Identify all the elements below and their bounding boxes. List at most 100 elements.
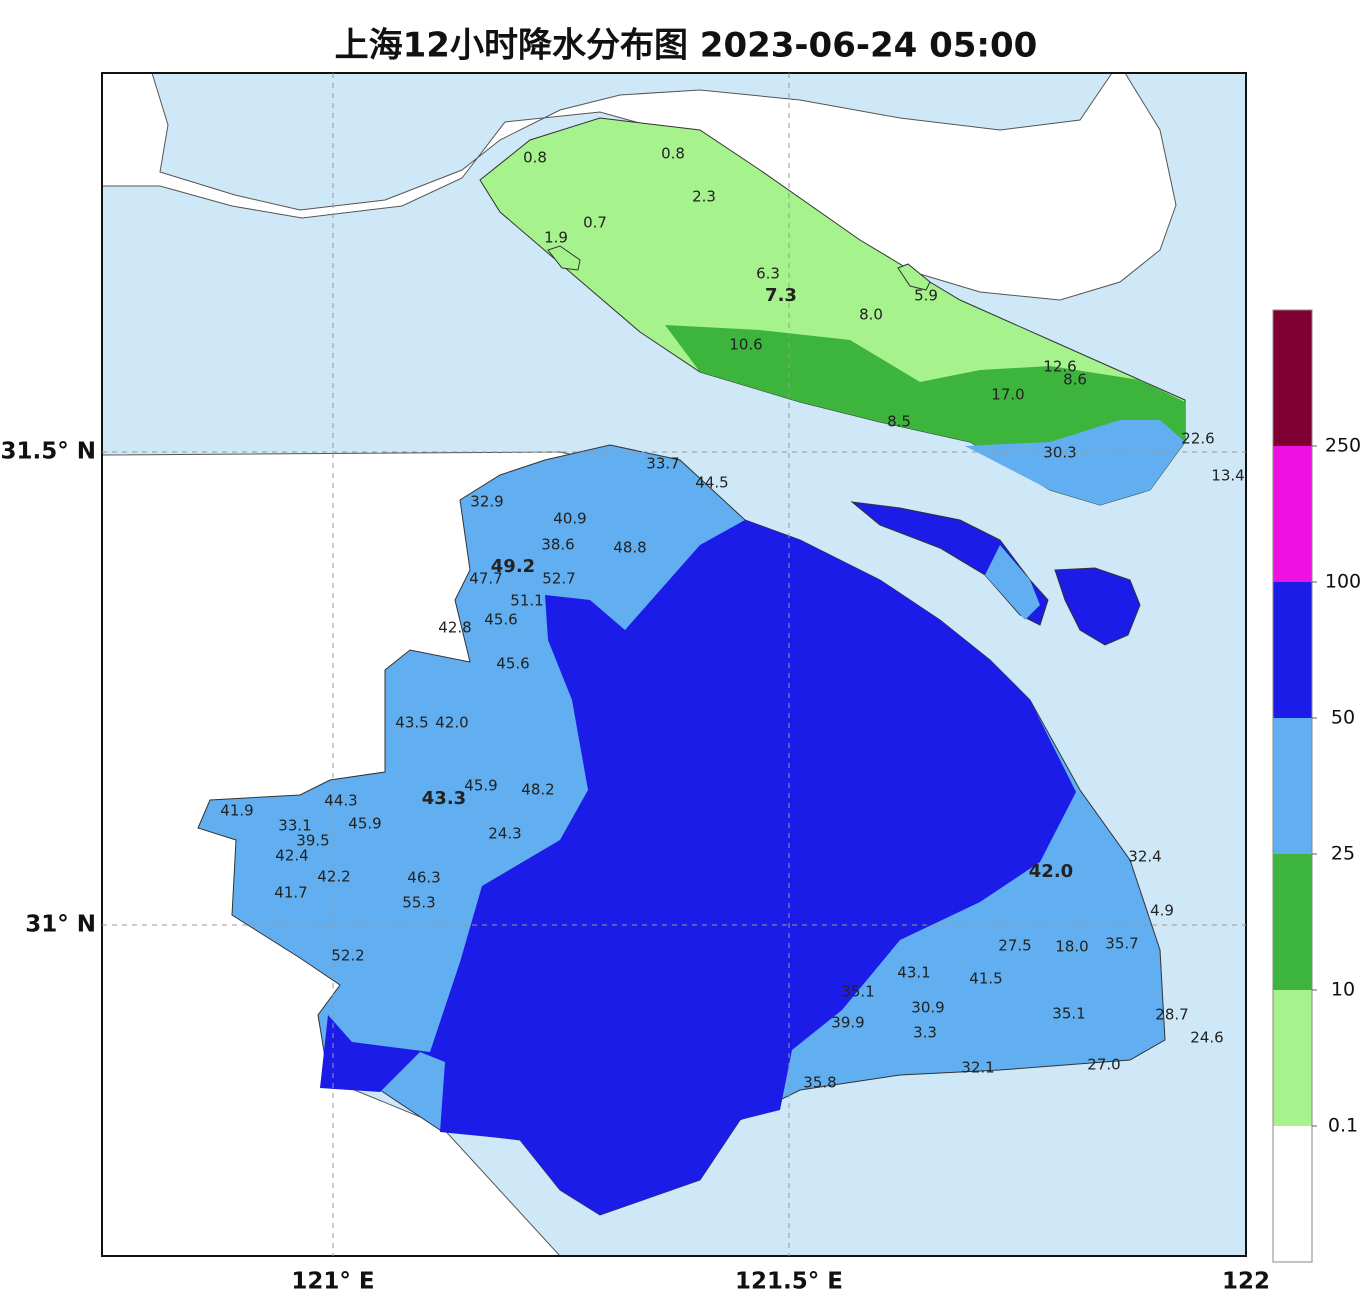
station-value: 39.9 bbox=[831, 1014, 864, 1032]
station-value: 55.3 bbox=[402, 894, 435, 912]
station-value: 52.2 bbox=[331, 947, 364, 965]
islet bbox=[897, 263, 931, 291]
map-area bbox=[102, 73, 1246, 1256]
station-value: 5.9 bbox=[914, 287, 938, 305]
station-value: 45.9 bbox=[464, 777, 497, 795]
station-value: 43.1 bbox=[897, 964, 930, 982]
colorbar-segment bbox=[1273, 446, 1312, 582]
station-value: 22.6 bbox=[1181, 430, 1214, 448]
station-value: 42.0 bbox=[435, 714, 468, 732]
station-value: 44.3 bbox=[324, 792, 357, 810]
station-value: 12.6 bbox=[1043, 358, 1076, 376]
colorbar-label: 25 bbox=[1331, 843, 1355, 865]
station-value: 18.0 bbox=[1055, 938, 1088, 956]
station-value: 8.5 bbox=[887, 413, 911, 431]
colorbar-label: 0.1 bbox=[1328, 1115, 1358, 1137]
station-value: 41.5 bbox=[969, 970, 1002, 988]
chongming-25-50 bbox=[965, 420, 1185, 505]
colorbar-segment bbox=[1273, 990, 1312, 1126]
colorbar-segment bbox=[1273, 582, 1312, 718]
station-value: 42.8 bbox=[438, 619, 471, 637]
station-value: 17.0 bbox=[991, 386, 1024, 404]
station-value: 30.3 bbox=[1043, 444, 1076, 462]
station-value: 35.7 bbox=[1105, 935, 1138, 953]
station-value: 44.5 bbox=[695, 474, 728, 492]
station-value: 30.9 bbox=[911, 999, 944, 1017]
station-value: 3.3 bbox=[913, 1024, 937, 1042]
station-value: 24.6 bbox=[1190, 1029, 1223, 1047]
station-value: 10.6 bbox=[729, 336, 762, 354]
station-value: 27.5 bbox=[998, 937, 1031, 955]
colorbar-segment bbox=[1273, 310, 1312, 446]
station-value: 6.3 bbox=[756, 265, 780, 283]
x-axis-label: 122 bbox=[1222, 1269, 1270, 1295]
station-value: 27.0 bbox=[1087, 1056, 1120, 1074]
station-value: 0.8 bbox=[661, 145, 685, 163]
station-value: 35.1 bbox=[841, 983, 874, 1001]
island-changxing-east bbox=[985, 545, 1040, 620]
station-value: 28.7 bbox=[1155, 1006, 1188, 1024]
map-frame bbox=[101, 72, 1247, 1257]
islet bbox=[547, 245, 581, 271]
station-value: 41.7 bbox=[274, 884, 307, 902]
station-value: 2.3 bbox=[692, 188, 716, 206]
station-value: 42.0 bbox=[1029, 861, 1073, 882]
station-value: 43.3 bbox=[422, 788, 466, 809]
colorbar-segment bbox=[1273, 854, 1312, 990]
station-value: 35.8 bbox=[803, 1074, 836, 1092]
station-value: 7.3 bbox=[765, 285, 797, 306]
station-value: 47.7 bbox=[469, 570, 502, 588]
station-value: 39.5 bbox=[296, 832, 329, 850]
station-value: 24.3 bbox=[488, 825, 521, 843]
colorbar-label: 10 bbox=[1331, 979, 1355, 1001]
graticule: 121° E 121.5° E 122 31.5° N 31° N bbox=[0, 73, 1270, 1295]
island-hengsha bbox=[1054, 567, 1141, 646]
station-value: 8.6 bbox=[1063, 371, 1087, 389]
station-value: 33.7 bbox=[646, 455, 679, 473]
station-value: 32.4 bbox=[1128, 848, 1161, 866]
station-value: 38.6 bbox=[541, 536, 574, 554]
station-value: 8.0 bbox=[859, 306, 883, 324]
station-value: 49.2 bbox=[491, 556, 535, 577]
station-value: 1.9 bbox=[544, 229, 568, 247]
colorbar-segment bbox=[1273, 718, 1312, 854]
shanghai-50-100 bbox=[320, 520, 1076, 1215]
station-value: 48.2 bbox=[521, 781, 554, 799]
station-value: 40.9 bbox=[553, 510, 586, 528]
station-value: 46.3 bbox=[407, 869, 440, 887]
y-axis-label: 31° N bbox=[25, 912, 96, 938]
colorbar-label: 50 bbox=[1331, 707, 1355, 729]
station-value: 48.8 bbox=[613, 539, 646, 557]
x-axis-label: 121.5° E bbox=[735, 1269, 843, 1295]
colorbar-label: 250 bbox=[1325, 435, 1361, 457]
station-value: 32.1 bbox=[961, 1059, 994, 1077]
station-value: 42.2 bbox=[317, 868, 350, 886]
x-axis-label: 121° E bbox=[291, 1269, 374, 1295]
station-labels: 0.8 0.8 2.3 0.7 1.9 6.3 7.3 5.9 8.0 10.6 12.68.6 17… bbox=[220, 145, 1244, 1092]
station-value: 42.4 bbox=[275, 847, 308, 865]
station-value: 35.1 bbox=[1052, 1005, 1085, 1023]
station-value: 45.9 bbox=[348, 815, 381, 833]
colorbar-label: 100 bbox=[1325, 571, 1361, 593]
station-value: 13.4 bbox=[1211, 467, 1244, 485]
station-value: 45.6 bbox=[496, 655, 529, 673]
colorbar-frame bbox=[1272, 309, 1313, 1263]
station-value: 33.1 bbox=[278, 817, 311, 835]
station-value: 0.7 bbox=[583, 214, 607, 232]
y-axis-label: 31.5° N bbox=[0, 439, 96, 465]
station-value: 43.5 bbox=[395, 714, 428, 732]
station-value: 32.9 bbox=[470, 493, 503, 511]
island-changxing bbox=[850, 501, 1049, 626]
station-value: 4.9 bbox=[1150, 902, 1174, 920]
station-value: 45.6 bbox=[484, 611, 517, 629]
title: 上海12小时降水分布图 2023-06-24 05:00 bbox=[335, 26, 1038, 66]
colorbar-segment bbox=[1273, 1126, 1312, 1262]
land-north bbox=[102, 73, 1177, 301]
station-value: 41.9 bbox=[220, 802, 253, 820]
station-value: 52.7 bbox=[542, 570, 575, 588]
station-value: 51.1 bbox=[510, 592, 543, 610]
station-value: 0.8 bbox=[523, 149, 547, 167]
colorbar: 0.1 10 25 50 100 250 bbox=[1272, 309, 1361, 1263]
